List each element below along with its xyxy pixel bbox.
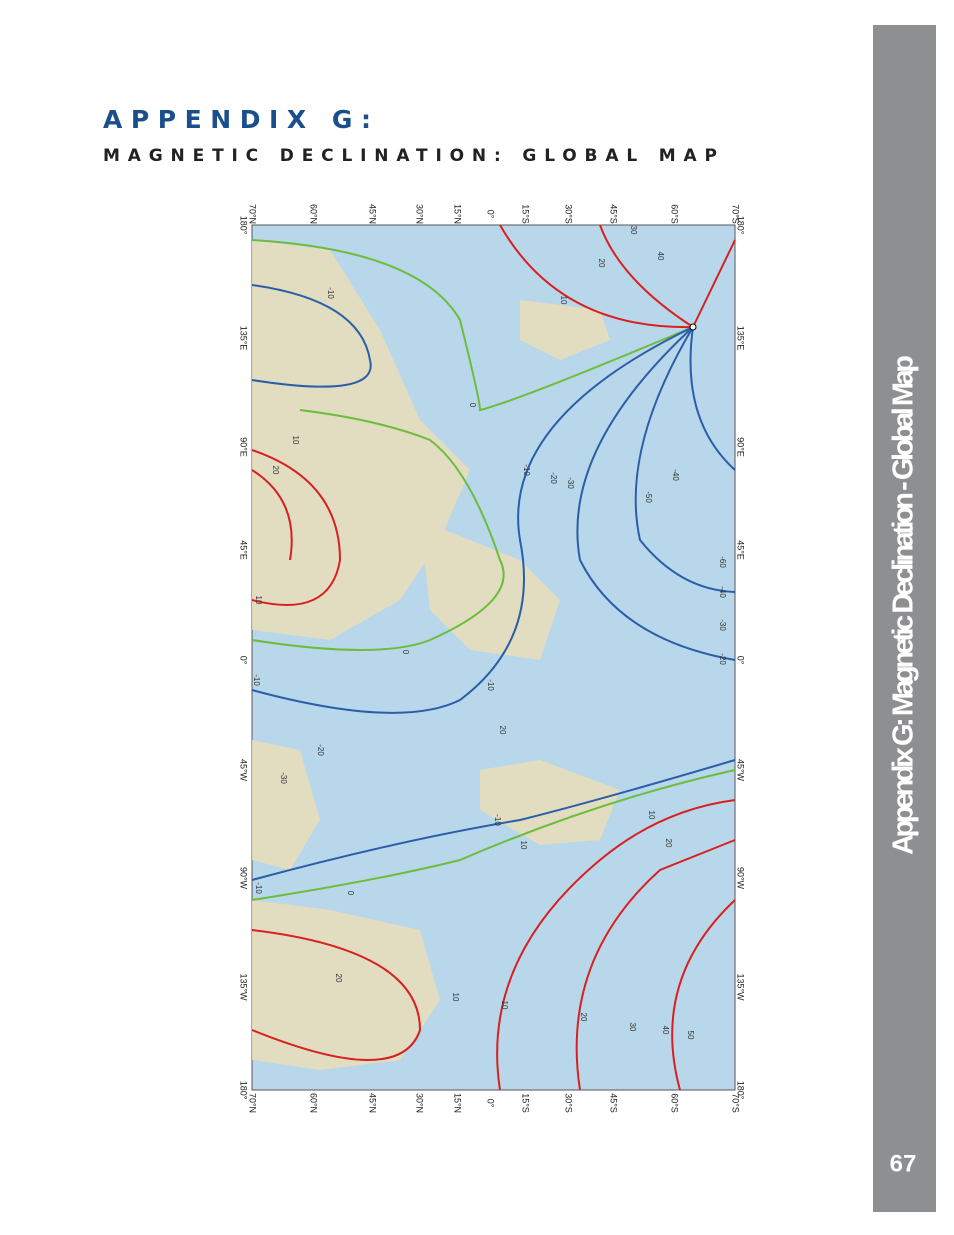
latitude-label: 15°N: [453, 204, 463, 224]
contour-label: -30: [566, 477, 575, 489]
contour-label: -20: [549, 472, 558, 484]
latitude-label: 15°S: [521, 204, 531, 224]
contour-label: 40: [656, 252, 665, 261]
contour-label: -10: [522, 464, 531, 476]
latitude-label: 60°N: [309, 1093, 319, 1113]
contour-label: -40: [718, 586, 727, 598]
contour-label: -20: [316, 744, 325, 756]
contour-label: 30: [629, 226, 638, 235]
longitude-label: 180°: [736, 216, 746, 235]
sidebar-tab: [873, 25, 936, 1212]
longitude-label: 45°W: [239, 759, 249, 782]
longitude-label: 90°E: [736, 437, 746, 457]
contour-label: 20: [664, 839, 673, 848]
latitude-label: 70°N: [248, 1093, 258, 1113]
magnetic-pole: [689, 323, 697, 331]
contour-label: -50: [644, 491, 653, 503]
land: [252, 240, 620, 1070]
contour-label: 10: [254, 596, 263, 605]
contour-label: 0: [468, 403, 477, 408]
longitude-label: 45°W: [736, 759, 746, 782]
page-number: 67: [890, 1150, 917, 1177]
longitude-label: 90°W: [239, 867, 249, 890]
latitude-label: 45°N: [368, 204, 378, 224]
latitude-label: 0°: [486, 210, 496, 219]
contours: [251, 224, 736, 1091]
longitude-label: 90°E: [239, 437, 249, 457]
longitude-label: 135°W: [239, 973, 249, 1001]
longitude-label: 180°: [239, 1081, 249, 1100]
sidebar-title: Appendix G: Magnetic Declination - Globa…: [888, 355, 920, 855]
contour-label: 0: [401, 650, 410, 655]
contour-label: -10: [326, 287, 335, 299]
latitude-label: 60°S: [670, 204, 680, 224]
contour-label: 10: [647, 811, 656, 820]
longitude-label: 135°E: [239, 326, 249, 351]
latitude-label: 60°S: [670, 1093, 680, 1113]
contour-label: -10: [252, 674, 261, 686]
latitude-label: 15°S: [521, 1093, 531, 1113]
longitude-label: 45°E: [239, 540, 249, 560]
contour-label: -10: [254, 882, 263, 894]
contour-label: 20: [579, 1013, 588, 1022]
contour-label: 20: [271, 466, 280, 475]
latitude-label: 15°N: [453, 1093, 463, 1113]
map-subtitle: MAGNETIC DECLINATION: GLOBAL MAP: [103, 146, 717, 166]
contour-label: 10: [291, 436, 300, 445]
contour-label: 20: [498, 726, 507, 735]
contour-label: -10: [493, 814, 502, 826]
longitude-label: 0°: [239, 656, 249, 665]
map: [251, 224, 736, 1091]
contour-label: -30: [279, 772, 288, 784]
appendix-title: APPENDIX G:: [103, 105, 371, 134]
contour-label: 10: [519, 841, 528, 850]
longitude-label: 45°E: [736, 540, 746, 560]
latitude-label: 45°S: [609, 1093, 619, 1113]
contour-label: 10: [500, 1001, 509, 1010]
latitude-label: 70°S: [731, 204, 741, 224]
contour-label: 20: [334, 974, 343, 983]
longitude-label: 180°: [736, 1081, 746, 1100]
latitude-label: 70°S: [731, 1093, 741, 1113]
contour-label: 20: [597, 259, 606, 268]
latitude-label: 60°N: [309, 204, 319, 224]
contour-label: -10: [486, 679, 495, 691]
latitude-label: 30°N: [415, 204, 425, 224]
latitude-label: 0°: [486, 1099, 496, 1108]
longitude-label: 135°E: [736, 326, 746, 351]
longitude-label: 0°: [736, 656, 746, 665]
longitude-label: 135°W: [736, 973, 746, 1001]
latitude-label: 30°S: [564, 1093, 574, 1113]
contour-label: -30: [718, 619, 727, 631]
longitude-label: 90°W: [736, 867, 746, 890]
contour-label: 10: [559, 296, 568, 305]
longitude-label: 180°: [239, 216, 249, 235]
latitude-label: 30°S: [564, 204, 574, 224]
contour-label: -20: [718, 653, 727, 665]
contour-label: -60: [718, 556, 727, 568]
latitude-label: 45°S: [609, 204, 619, 224]
contour-label: 50: [686, 1031, 695, 1040]
latitude-label: 45°N: [368, 1093, 378, 1113]
contour-label: -40: [671, 469, 680, 481]
contour-label: 40: [661, 1026, 670, 1035]
contour-label: 10: [451, 993, 460, 1002]
latitude-label: 30°N: [415, 1093, 425, 1113]
latitude-label: 70°N: [248, 204, 258, 224]
contour-label: 30: [628, 1023, 637, 1032]
contour-label: 0: [346, 891, 355, 896]
